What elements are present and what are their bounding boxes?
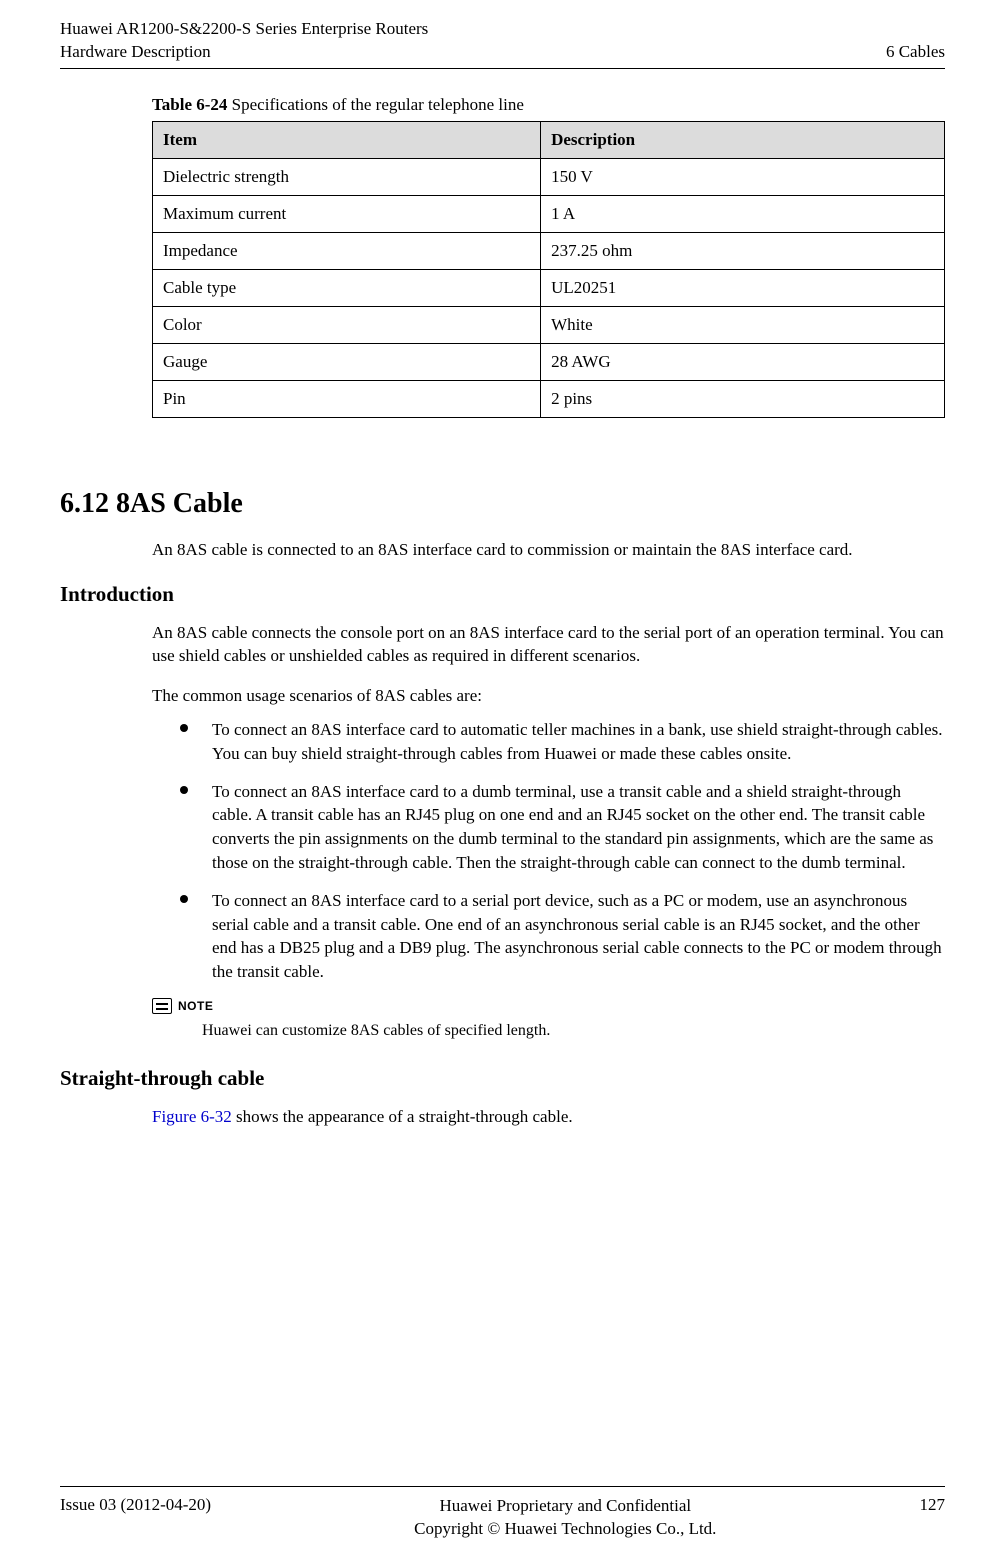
note-header: NOTE: [152, 998, 945, 1014]
product-title: Huawei AR1200-S&2200-S Series Enterprise…: [60, 18, 428, 41]
table-row: Cable typeUL20251: [153, 269, 945, 306]
doc-title: Hardware Description: [60, 41, 428, 64]
footer-proprietary: Huawei Proprietary and Confidential: [211, 1495, 919, 1518]
col-description: Description: [541, 121, 945, 158]
page-header: Huawei AR1200-S&2200-S Series Enterprise…: [60, 18, 945, 69]
list-item: To connect an 8AS interface card to auto…: [180, 718, 945, 766]
intro-para-1: An 8AS cable connects the console port o…: [152, 621, 945, 669]
table-cell: Maximum current: [153, 195, 541, 232]
table-caption: Table 6-24 Specifications of the regular…: [152, 95, 945, 115]
footer-center: Huawei Proprietary and Confidential Copy…: [211, 1495, 919, 1541]
section-intro: An 8AS cable is connected to an 8AS inte…: [152, 538, 945, 562]
table-header-row: Item Description: [153, 121, 945, 158]
table-cell: UL20251: [541, 269, 945, 306]
footer-copyright: Copyright © Huawei Technologies Co., Ltd…: [211, 1518, 919, 1541]
table-cell: 28 AWG: [541, 343, 945, 380]
table-number: Table 6-24: [152, 95, 227, 114]
table-cell: 1 A: [541, 195, 945, 232]
list-item: To connect an 8AS interface card to a du…: [180, 780, 945, 875]
straight-heading: Straight-through cable: [60, 1066, 945, 1091]
straight-para-rest: shows the appearance of a straight-throu…: [232, 1107, 573, 1126]
header-right: 6 Cables: [886, 41, 945, 64]
table-row: Dielectric strength150 V: [153, 158, 945, 195]
table-cell: Impedance: [153, 232, 541, 269]
table-cell: Pin: [153, 380, 541, 417]
footer-left: Issue 03 (2012-04-20): [60, 1495, 211, 1515]
table-row: ColorWhite: [153, 306, 945, 343]
bullet-list: To connect an 8AS interface card to auto…: [180, 718, 945, 984]
intro-para-2: The common usage scenarios of 8AS cables…: [152, 684, 945, 708]
figure-link[interactable]: Figure 6-32: [152, 1107, 232, 1126]
table-cell: Gauge: [153, 343, 541, 380]
introduction-heading: Introduction: [60, 582, 945, 607]
table-row: Gauge28 AWG: [153, 343, 945, 380]
table-title: Specifications of the regular telephone …: [227, 95, 523, 114]
col-item: Item: [153, 121, 541, 158]
table-cell: 237.25 ohm: [541, 232, 945, 269]
table-cell: White: [541, 306, 945, 343]
straight-para: Figure 6-32 shows the appearance of a st…: [152, 1105, 945, 1129]
table-row: Pin2 pins: [153, 380, 945, 417]
note-text: Huawei can customize 8AS cables of speci…: [202, 1022, 945, 1040]
page-footer: Issue 03 (2012-04-20) Huawei Proprietary…: [60, 1486, 945, 1541]
header-left: Huawei AR1200-S&2200-S Series Enterprise…: [60, 18, 428, 64]
spec-table: Item Description Dielectric strength150 …: [152, 121, 945, 418]
footer-page-number: 127: [920, 1495, 946, 1515]
table-cell: Cable type: [153, 269, 541, 306]
content-area: Table 6-24 Specifications of the regular…: [152, 95, 945, 418]
table-cell: Dielectric strength: [153, 158, 541, 195]
table-row: Impedance237.25 ohm: [153, 232, 945, 269]
list-item: To connect an 8AS interface card to a se…: [180, 889, 945, 984]
table-cell: 2 pins: [541, 380, 945, 417]
note-block: NOTE Huawei can customize 8AS cables of …: [152, 998, 945, 1040]
note-label: NOTE: [178, 999, 213, 1013]
table-row: Maximum current1 A: [153, 195, 945, 232]
table-cell: 150 V: [541, 158, 945, 195]
section-heading: 6.12 8AS Cable: [60, 488, 945, 520]
table-cell: Color: [153, 306, 541, 343]
note-icon: [152, 998, 172, 1014]
